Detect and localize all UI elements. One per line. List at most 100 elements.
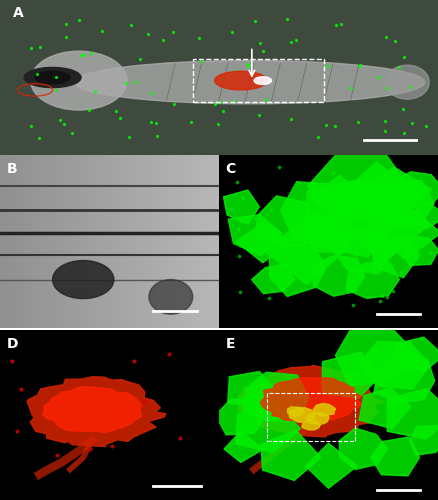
Polygon shape [357,167,432,219]
Point [235,252,242,260]
Polygon shape [387,389,438,439]
Text: B: B [7,162,17,176]
Point [258,72,265,80]
Point [397,268,404,276]
Point [57,116,64,124]
Point [112,106,119,114]
Point [87,446,94,454]
Bar [267,393,355,440]
Point [389,216,396,224]
Point [125,133,132,141]
Point [160,36,167,44]
Point [68,129,75,137]
Point [237,288,244,296]
Point [400,128,407,136]
Point [197,57,204,65]
Point [400,105,407,113]
Point [374,73,381,81]
Polygon shape [290,408,316,422]
Point [165,350,172,358]
Point [262,96,269,104]
Point [355,118,362,126]
Point [228,205,235,213]
Polygon shape [306,412,329,424]
Point [382,33,389,41]
Point [81,51,88,59]
Point [381,127,389,135]
Polygon shape [27,377,166,446]
Point [259,47,266,55]
Polygon shape [322,352,379,398]
Polygon shape [281,182,355,242]
Point [217,98,224,106]
Point [230,66,237,74]
Point [406,82,413,90]
Point [266,294,273,302]
Circle shape [24,68,81,87]
Polygon shape [300,212,359,252]
Polygon shape [236,223,290,263]
Point [88,50,95,58]
Circle shape [149,280,193,314]
Point [252,214,259,222]
Ellipse shape [215,72,267,90]
Point [171,100,178,108]
Polygon shape [228,372,275,407]
Point [109,442,116,450]
Point [371,268,378,276]
Polygon shape [314,404,336,416]
Polygon shape [228,214,282,256]
Ellipse shape [53,260,114,298]
Point [153,132,160,140]
Polygon shape [264,219,346,284]
Point [234,178,241,186]
Text: E: E [226,337,235,351]
Polygon shape [410,426,438,455]
Point [357,62,364,70]
Polygon shape [403,236,438,266]
Ellipse shape [31,51,127,110]
Point [244,62,251,70]
Bar [193,59,324,102]
Point [409,119,416,127]
Polygon shape [307,153,408,221]
Polygon shape [405,202,438,228]
Point [256,39,263,47]
Point [53,74,60,82]
Point [62,32,69,40]
Point [75,16,82,24]
Point [383,84,390,92]
Polygon shape [287,407,304,416]
Point [376,297,383,305]
Polygon shape [346,262,399,298]
Point [400,54,407,62]
Ellipse shape [74,60,425,104]
Ellipse shape [254,76,272,84]
Point [415,226,422,234]
Polygon shape [42,387,142,432]
Polygon shape [311,176,370,220]
Polygon shape [372,234,420,278]
Point [255,110,262,118]
Point [218,75,225,83]
Circle shape [35,72,70,84]
Point [215,120,222,128]
Point [337,20,344,28]
Point [34,70,41,78]
Point [237,216,244,224]
Point [123,79,130,87]
Point [282,272,289,280]
Polygon shape [395,337,438,372]
Point [63,20,70,28]
Polygon shape [302,420,320,430]
Point [400,252,407,260]
Polygon shape [261,378,361,423]
Point [244,60,251,68]
Polygon shape [243,372,309,422]
Point [85,106,92,114]
Point [37,43,44,51]
Polygon shape [359,388,411,428]
Point [170,28,177,36]
Point [8,357,15,365]
Point [145,30,152,38]
